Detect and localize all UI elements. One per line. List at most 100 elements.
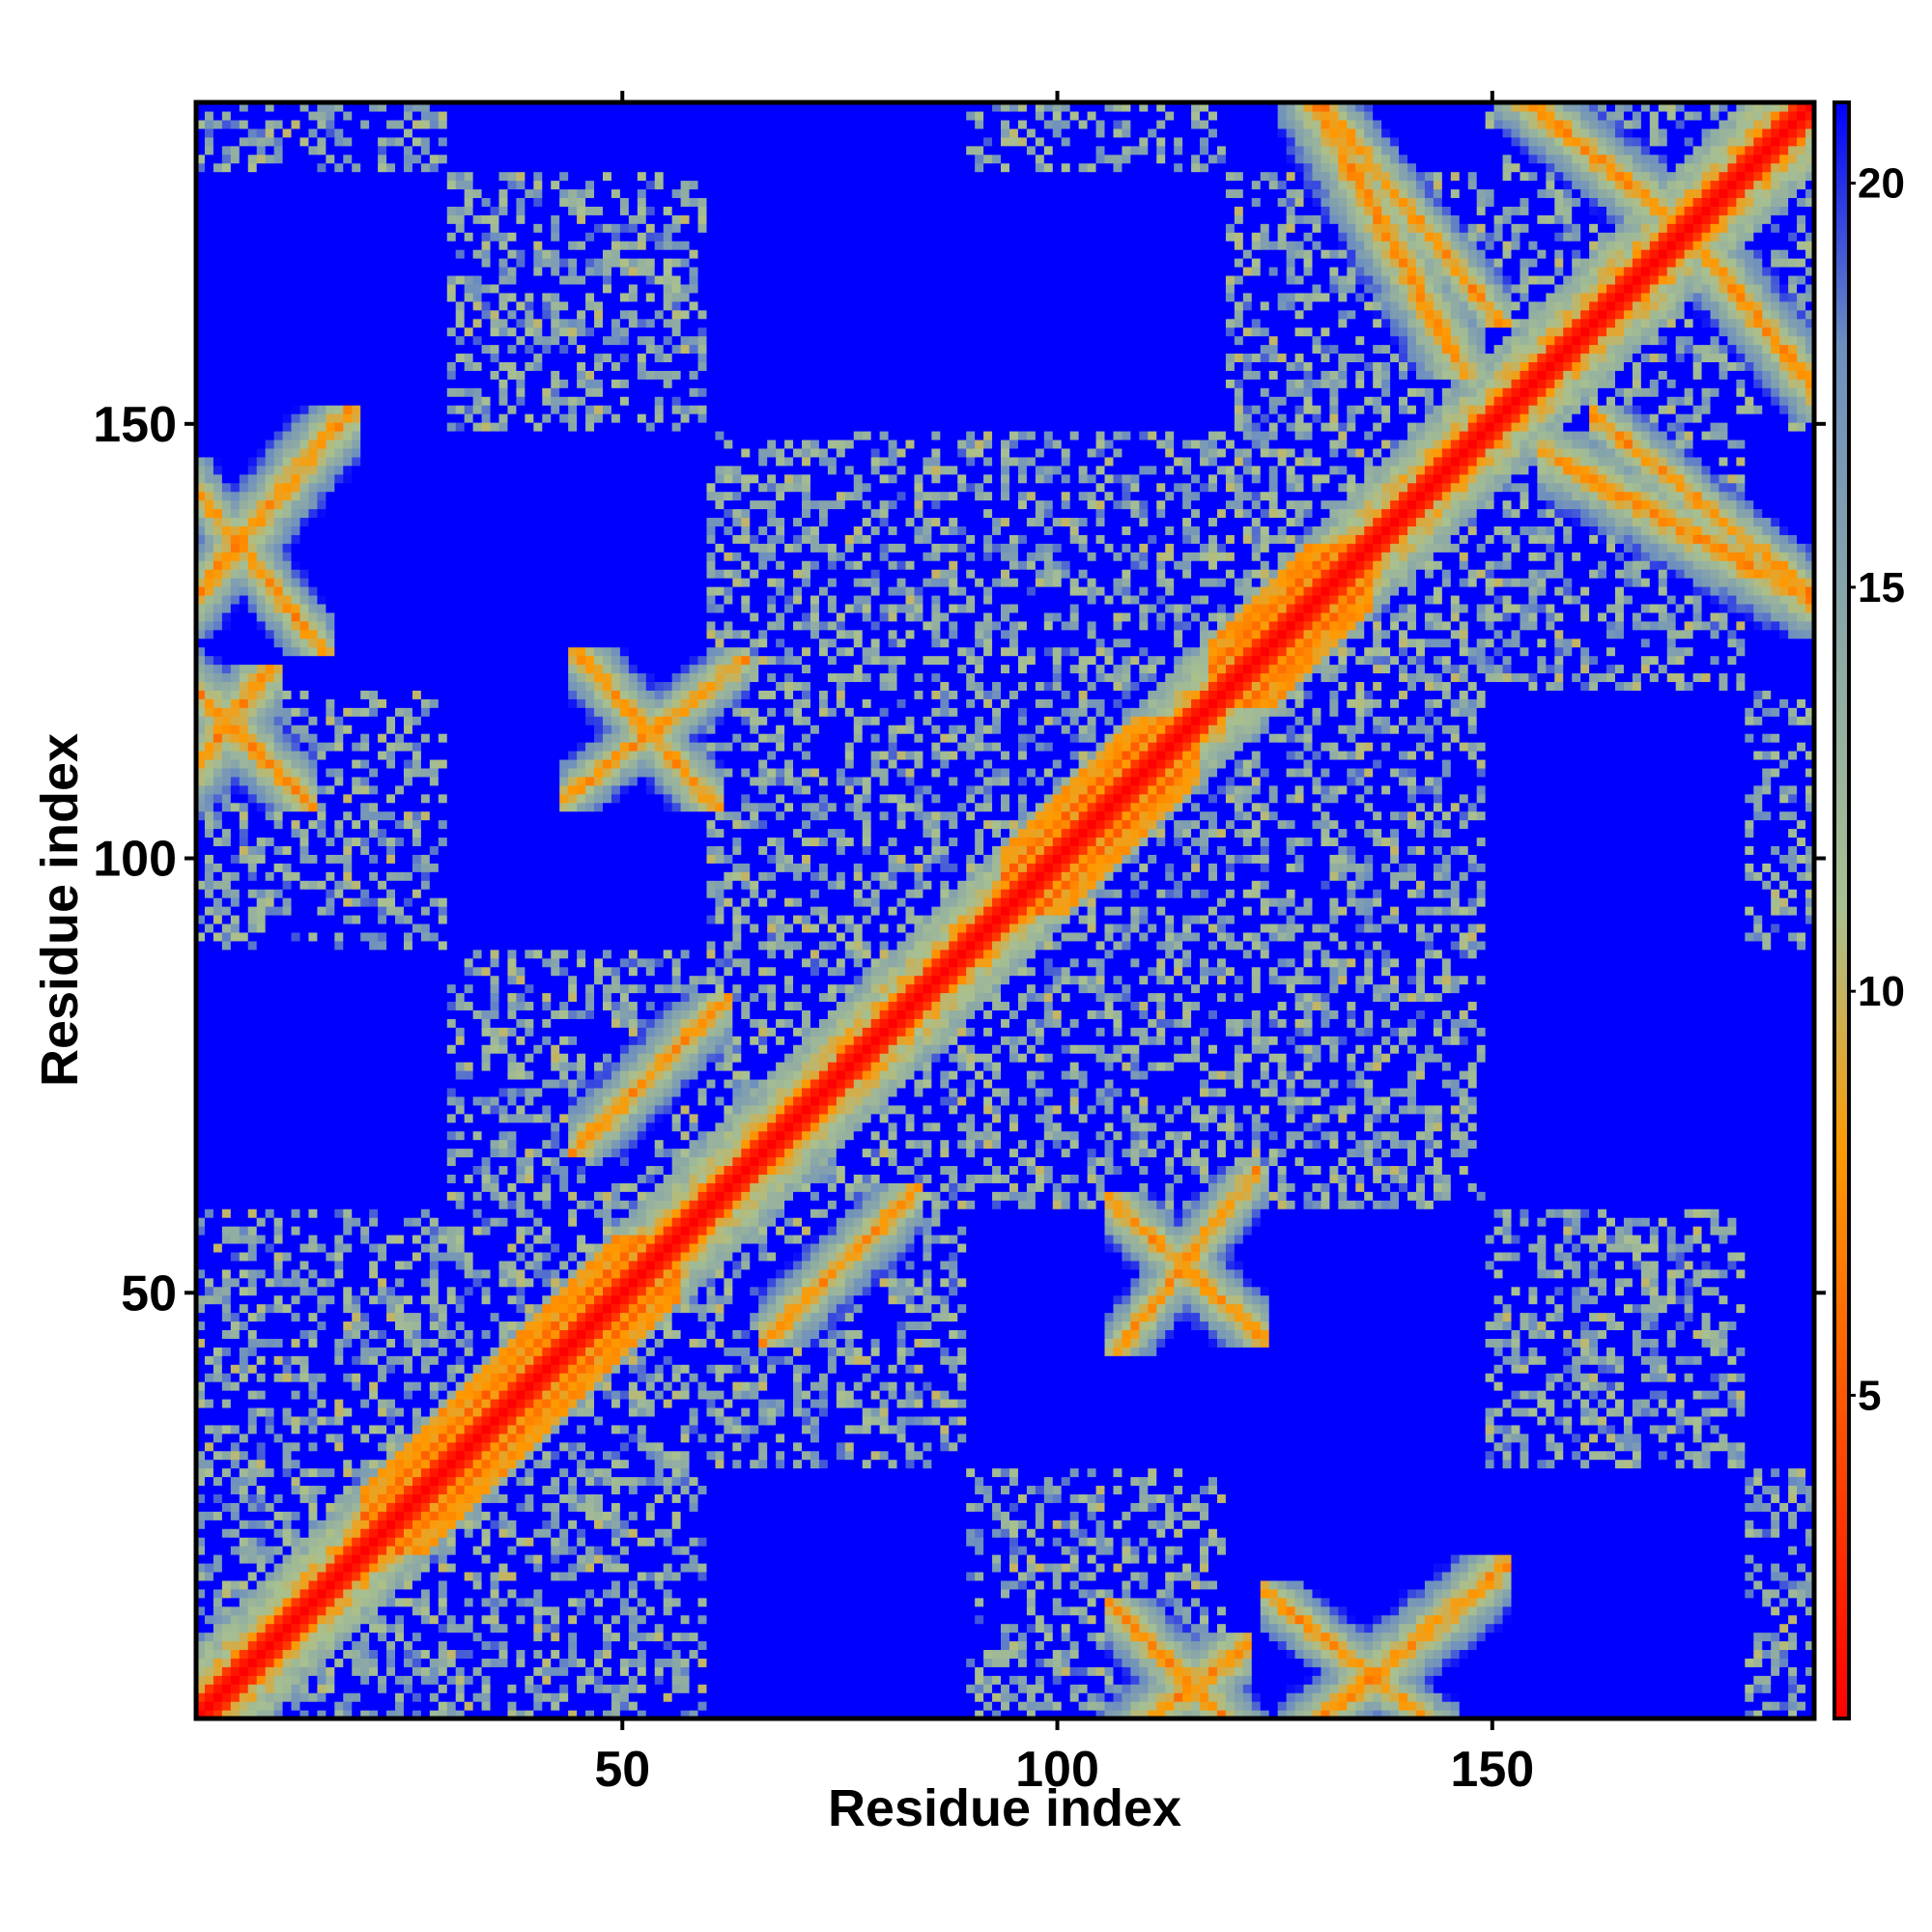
heatmap-cell	[1225, 1537, 1806, 1547]
heatmap-cell	[464, 1476, 474, 1487]
heatmap-cell	[256, 1571, 267, 1581]
heatmap-cell	[1520, 1450, 1530, 1461]
heatmap-cell	[619, 1692, 630, 1702]
heatmap-cell	[282, 1597, 293, 1607]
heatmap-cell	[403, 1260, 413, 1270]
heatmap-cell	[1095, 1554, 1123, 1564]
heatmap-cell	[196, 1312, 223, 1322]
heatmap-cell	[680, 1562, 691, 1573]
heatmap-cell	[940, 1355, 950, 1365]
heatmap-cell	[1771, 1528, 1780, 1538]
heatmap-cell	[611, 1381, 630, 1391]
heatmap-cell	[265, 1441, 284, 1452]
heatmap-cell	[196, 1579, 223, 1590]
heatmap-cell	[213, 1373, 223, 1382]
heatmap-cell	[611, 1459, 621, 1469]
heatmap-cell	[1234, 1294, 1244, 1305]
heatmap-cell	[1347, 1649, 1356, 1659]
heatmap-cell	[334, 1571, 344, 1581]
heatmap-cell	[1589, 1355, 1599, 1365]
heatmap-cell	[1165, 1493, 1175, 1503]
heatmap-cell	[645, 1502, 656, 1512]
heatmap-cell	[481, 1571, 492, 1581]
heatmap-cell	[438, 1692, 457, 1702]
heatmap-cell	[1788, 1710, 1798, 1719]
heatmap-cell	[525, 1658, 543, 1667]
heatmap-cell	[1087, 1666, 1097, 1676]
heatmap-cell	[1589, 1406, 1599, 1417]
heatmap-cell	[732, 1242, 742, 1253]
heatmap-cell	[853, 1424, 864, 1435]
heatmap-cell	[1225, 1710, 1236, 1719]
heatmap-cell	[1788, 1666, 1798, 1676]
heatmap-cell	[836, 1268, 846, 1279]
heatmap-cell	[844, 1441, 855, 1452]
heatmap-cell	[1216, 1321, 1227, 1331]
heatmap-cell	[1061, 1571, 1080, 1581]
heatmap-cell	[369, 1329, 379, 1339]
heatmap-cell	[1069, 1632, 1089, 1642]
heatmap-cell	[1182, 1658, 1192, 1667]
heatmap-cell	[378, 1614, 387, 1625]
heatmap-cell	[663, 1605, 673, 1616]
heatmap-cell	[403, 1623, 440, 1634]
heatmap-cell	[905, 1415, 916, 1426]
heatmap-cell	[455, 1520, 466, 1529]
heatmap-cell	[360, 1528, 370, 1538]
heatmap-cell	[455, 1537, 483, 1547]
heatmap-cell	[1580, 1433, 1590, 1443]
heatmap-cell	[507, 1493, 526, 1503]
heatmap-cell	[507, 1441, 518, 1452]
heatmap-cell	[1614, 1459, 1625, 1469]
heatmap-cell	[1148, 1623, 1157, 1634]
heatmap-cell	[247, 1415, 258, 1426]
heatmap-cell	[1148, 1321, 1157, 1331]
heatmap-cell	[1009, 1684, 1019, 1693]
heatmap-cell	[308, 1242, 318, 1253]
heatmap-cell	[429, 1528, 440, 1538]
heatmap-cell	[1788, 1502, 1798, 1512]
heatmap-cell	[810, 1260, 820, 1270]
heatmap-cell	[1069, 1649, 1080, 1659]
heatmap-cell	[1520, 1338, 1573, 1348]
heatmap-cell	[1684, 1294, 1694, 1305]
heatmap-cell	[577, 1294, 586, 1305]
heatmap-cell	[1200, 1658, 1209, 1667]
heatmap-cell	[1156, 1684, 1166, 1693]
heatmap-cell	[1736, 1355, 1815, 1365]
heatmap-cell	[1649, 1364, 1660, 1374]
heatmap-cell	[611, 1312, 621, 1322]
heatmap-cell	[1208, 1242, 1218, 1253]
heatmap-cell	[1640, 1441, 1677, 1452]
heatmap-cell	[724, 1450, 759, 1461]
heatmap-cell	[1476, 1554, 1487, 1564]
heatmap-cell	[256, 1632, 267, 1642]
heatmap-cell	[577, 1710, 586, 1719]
heatmap-cell	[602, 1614, 612, 1625]
heatmap-cell	[204, 1268, 223, 1279]
heatmap-cell	[585, 1511, 595, 1520]
heatmap-cell	[308, 1329, 318, 1339]
heatmap-cell	[455, 1390, 466, 1400]
heatmap-cell	[291, 1588, 301, 1599]
heatmap-cell	[498, 1658, 509, 1667]
heatmap-cell	[844, 1450, 855, 1461]
heatmap-cell	[1312, 1605, 1322, 1616]
heatmap-cell	[645, 1381, 656, 1391]
heatmap-cell	[221, 1649, 232, 1659]
heatmap-cell	[507, 1390, 518, 1400]
heatmap-cell	[1017, 1554, 1028, 1564]
heatmap-cell	[551, 1476, 560, 1487]
heatmap-cell	[1017, 1692, 1028, 1702]
heatmap-cell	[1753, 1675, 1763, 1685]
heatmap-cell	[196, 1502, 223, 1512]
heatmap-cell	[1598, 1390, 1607, 1400]
heatmap-cell	[1779, 1623, 1789, 1634]
heatmap-cell	[317, 1424, 353, 1435]
heatmap-cell	[498, 1329, 509, 1339]
heatmap-cell	[1216, 1537, 1227, 1547]
heatmap-cell	[680, 1450, 691, 1461]
heatmap-cell	[291, 1537, 301, 1547]
heatmap-cell	[378, 1710, 387, 1719]
heatmap-cell	[619, 1450, 647, 1461]
